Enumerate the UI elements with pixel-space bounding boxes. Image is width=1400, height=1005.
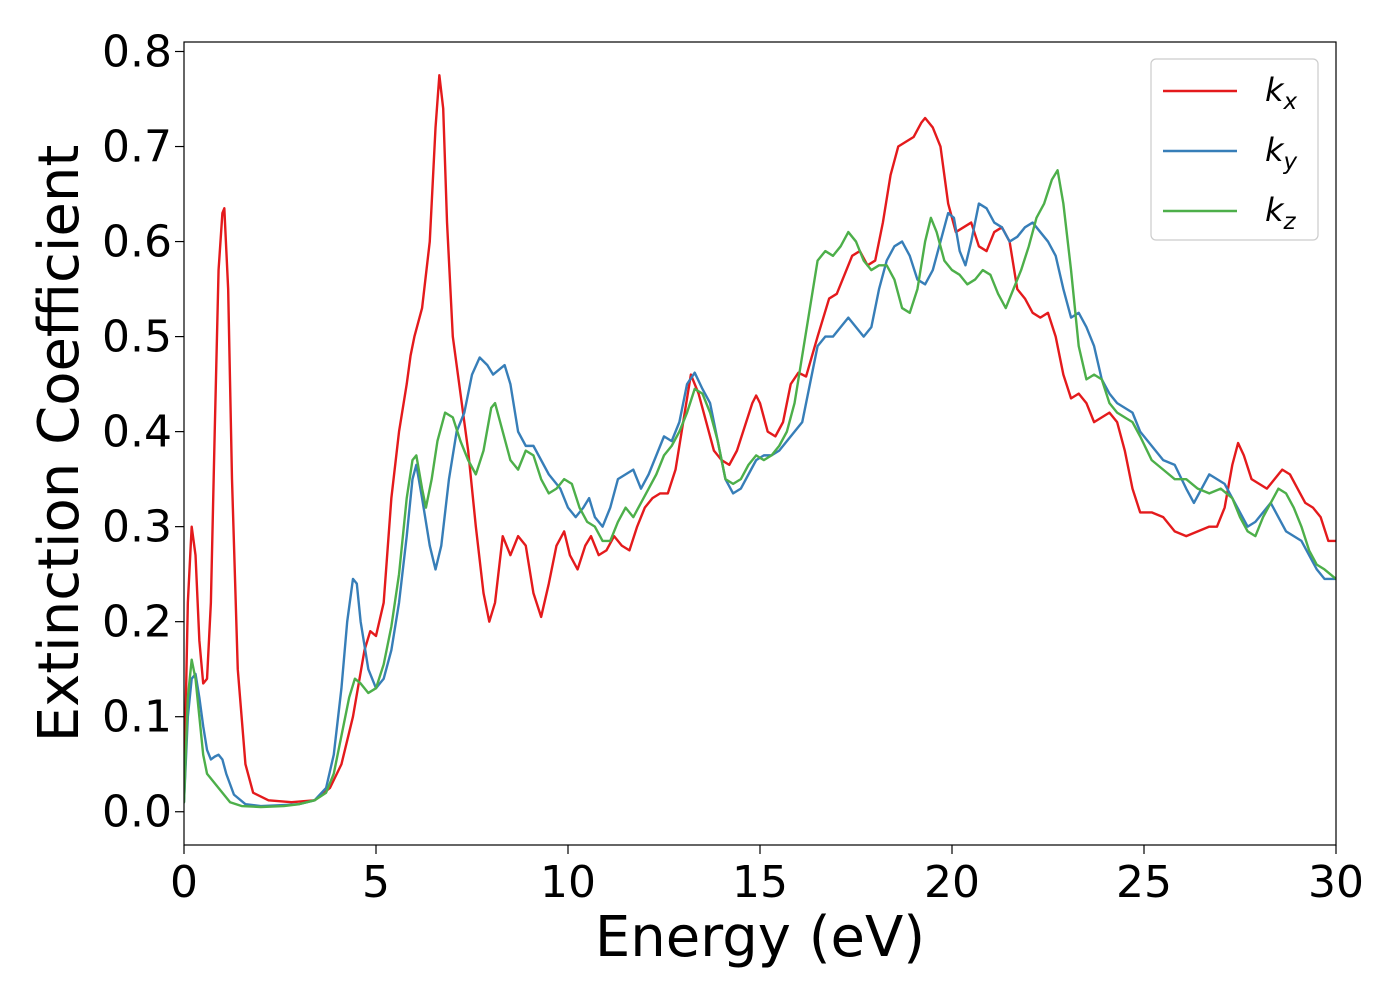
series-line-k-x	[184, 74, 1336, 804]
legend-box	[1150, 58, 1319, 241]
y-axis-title: Extinction Coefficient	[27, 145, 92, 743]
series-line-k-z	[184, 169, 1336, 809]
y-tick-label: 0.8	[102, 27, 172, 78]
legend-subscript: x	[1283, 89, 1298, 115]
y-tick-label: 0.7	[102, 122, 172, 173]
x-tick-label: 10	[540, 857, 596, 908]
y-tick-label: 0.4	[102, 407, 172, 458]
x-tick-label: 20	[924, 857, 980, 908]
x-tick-label: 0	[170, 857, 198, 908]
y-tick-label: 0.0	[102, 787, 172, 838]
legend-subscript: z	[1283, 209, 1297, 235]
series-layer	[184, 74, 1336, 809]
y-tick-label: 0.6	[102, 217, 172, 268]
x-axis-title: Energy (eV)	[595, 905, 925, 970]
series-line-k-y	[184, 202, 1336, 808]
x-axis-ticks: 0 5 10 15 20 25 30	[170, 845, 1364, 908]
x-tick-label: 15	[732, 857, 788, 908]
y-tick-label: 0.3	[102, 502, 172, 553]
y-axis-ticks: 0.0 0.1 0.2 0.3 0.4 0.5 0.6 0.7 0.8	[102, 27, 184, 838]
y-tick-label: 0.1	[102, 692, 172, 743]
y-tick-label: 0.5	[102, 312, 172, 363]
x-tick-label: 5	[362, 857, 390, 908]
x-tick-label: 25	[1116, 857, 1172, 908]
y-tick-label: 0.2	[102, 597, 172, 648]
x-tick-label: 30	[1308, 857, 1364, 908]
legend-subscript: y	[1283, 149, 1298, 175]
